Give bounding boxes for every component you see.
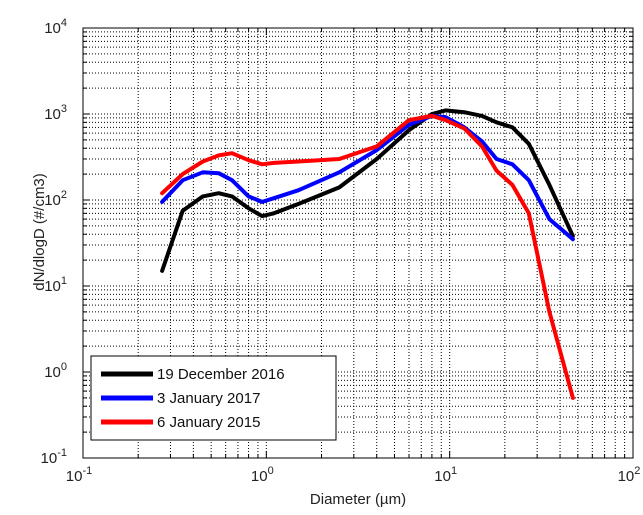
- legend-label: 6 January 2015: [157, 414, 260, 431]
- y-tick-label: 104: [44, 17, 67, 37]
- y-tick-label: 103: [44, 103, 67, 123]
- y-tick-label: 101: [44, 275, 67, 295]
- y-axis-label: dN/dlogD (#/cm3): [31, 173, 48, 291]
- series-line-3: [160, 113, 575, 400]
- series-line-2: [160, 113, 575, 242]
- legend-label: 19 December 2016: [157, 366, 285, 383]
- y-tick-label: 102: [44, 189, 67, 209]
- x-tick-label: 100: [251, 465, 274, 485]
- series-line-1: [160, 108, 575, 273]
- series-layer: [160, 108, 575, 400]
- x-tick-label: 101: [434, 465, 457, 485]
- ticks: [82, 27, 634, 459]
- legend: 19 December 2016 3 January 2017 6 January …: [90, 355, 337, 441]
- x-axis-label: Diameter (µm): [310, 491, 406, 508]
- legend-label: 3 January 2017: [157, 390, 260, 407]
- plot-frame: [82, 27, 634, 459]
- tick-labels: 10-1 100 101 102 10-1 100 101 102 103 104: [41, 17, 641, 485]
- y-tick-label: 10-1: [41, 447, 67, 467]
- x-tick-label: 10-1: [66, 465, 92, 485]
- y-tick-label: 100: [44, 361, 67, 381]
- x-tick-label: 102: [618, 465, 641, 485]
